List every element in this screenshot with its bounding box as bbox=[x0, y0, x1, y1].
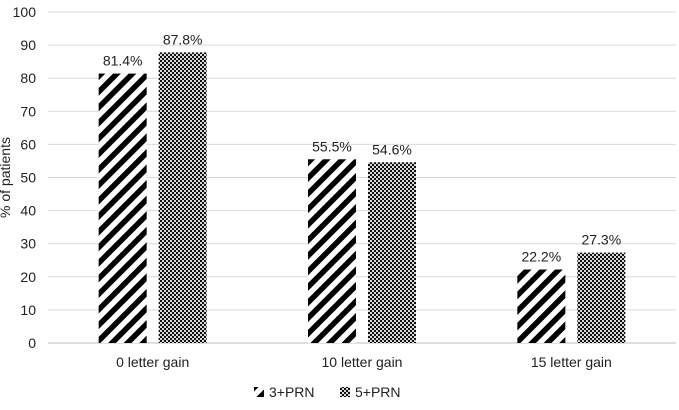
y-axis-ticks: 0 10 20 30 40 50 60 70 80 90 100 bbox=[13, 4, 37, 351]
data-label: 87.8% bbox=[163, 31, 203, 47]
data-label: 22.2% bbox=[521, 249, 561, 265]
y-tick-label: 40 bbox=[20, 203, 36, 219]
bar-3prn bbox=[98, 73, 147, 343]
y-tick-label: 50 bbox=[20, 170, 36, 186]
y-tick-label: 90 bbox=[20, 37, 36, 53]
y-tick-label: 100 bbox=[13, 4, 37, 20]
bars bbox=[98, 52, 626, 344]
data-label: 81.4% bbox=[103, 53, 143, 69]
legend-swatch bbox=[254, 387, 264, 397]
data-label: 55.5% bbox=[312, 138, 352, 154]
category-labels: 0 letter gain 10 letter gain 15 letter gai… bbox=[116, 354, 612, 370]
y-tick-label: 80 bbox=[20, 70, 36, 86]
gridlines bbox=[48, 11, 676, 344]
y-tick-label: 20 bbox=[20, 269, 36, 285]
legend-label: 5+PRN bbox=[355, 384, 401, 400]
legend-label: 3+PRN bbox=[269, 384, 315, 400]
data-labels: 81.4% 87.8% 55.5% 54.6% 22.2% 27.3% bbox=[103, 31, 621, 264]
data-label: 27.3% bbox=[581, 232, 621, 248]
legend: 3+PRN 5+PRN bbox=[254, 384, 401, 400]
y-tick-label: 0 bbox=[28, 335, 36, 351]
data-label: 54.6% bbox=[372, 141, 412, 157]
bar-3prn bbox=[517, 269, 566, 343]
legend-swatch bbox=[340, 387, 350, 397]
y-tick-label: 30 bbox=[20, 236, 36, 252]
y-axis-title: % of patients bbox=[0, 137, 13, 218]
y-tick-label: 60 bbox=[20, 136, 36, 152]
y-tick-label: 70 bbox=[20, 103, 36, 119]
bar-5prn bbox=[577, 252, 626, 343]
category-label: 0 letter gain bbox=[116, 354, 189, 370]
bar-5prn bbox=[368, 162, 416, 343]
y-tick-label: 10 bbox=[20, 302, 36, 318]
bar-5prn bbox=[158, 52, 207, 344]
category-label: 10 letter gain bbox=[322, 354, 403, 370]
bar-3prn bbox=[308, 159, 356, 343]
category-label: 15 letter gain bbox=[531, 354, 612, 370]
